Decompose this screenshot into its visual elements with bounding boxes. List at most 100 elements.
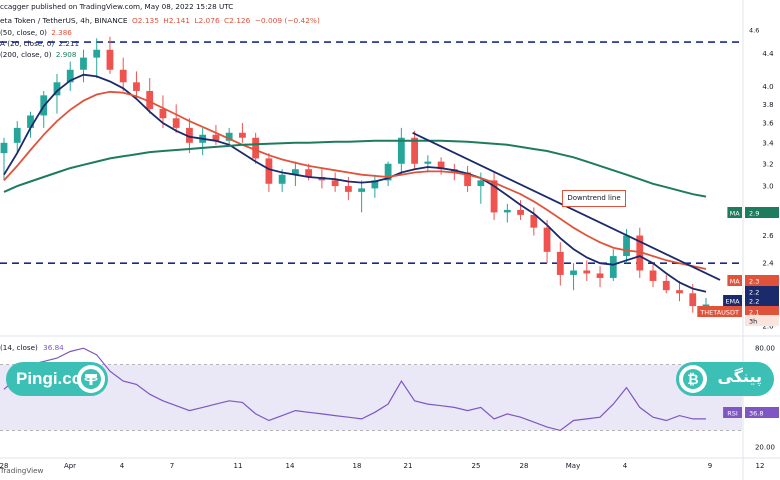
time-tick-label: Apr xyxy=(64,462,76,470)
badge-label: RSI xyxy=(727,410,738,418)
symbol-info: eta Token / TetherUS, 4h, BINANCE O2.135… xyxy=(0,16,320,25)
badge-value-bg xyxy=(745,306,779,317)
candle-body xyxy=(344,186,352,192)
candle-body xyxy=(689,293,697,307)
badge-label: EMA xyxy=(725,298,740,306)
candle-body xyxy=(172,118,180,128)
candle-body xyxy=(649,270,657,281)
time-tick-label: 9 xyxy=(708,462,712,470)
price-axis-badge: RSI 36.8 xyxy=(723,407,779,418)
candle-body xyxy=(27,115,34,128)
time-tick-label: 25 xyxy=(472,462,481,470)
time-tick-label: 14 xyxy=(286,462,295,470)
candle-body xyxy=(596,273,604,278)
indicator-value: 2.908 xyxy=(55,50,77,59)
price-axis-badge: EMA 2.2 xyxy=(723,295,779,306)
badge-value: 2.9 xyxy=(749,210,759,218)
candle-body xyxy=(212,134,220,141)
price-axis-badge: MA 2.3 xyxy=(727,275,779,286)
brand-right-text: پینگی xyxy=(717,367,762,386)
price-axis-badge: MA 2.9 xyxy=(727,207,779,218)
candle-body xyxy=(66,69,74,83)
candle-body xyxy=(80,57,87,70)
candle-body xyxy=(106,49,114,70)
downtrend-annotation: Downtrend line xyxy=(562,190,626,207)
pingi-brand-left[interactable]: Pingi.co xyxy=(6,362,108,396)
time-tick-label: 18 xyxy=(353,462,362,470)
candle-body xyxy=(13,127,21,143)
indicator-label: A (20, close, 0) xyxy=(0,39,55,48)
candle-body xyxy=(239,132,246,138)
badge-value-bg xyxy=(745,407,779,418)
candle-body xyxy=(331,180,339,187)
candle-body xyxy=(119,69,127,83)
candle-body xyxy=(265,158,273,184)
rsi-value: 36.84 xyxy=(43,343,64,352)
candle-body xyxy=(609,256,617,278)
rsi-header: (14, close) 36.84 xyxy=(0,343,64,352)
rsi-tick-label: 20.00 xyxy=(755,443,775,451)
indicator-value: 2.386 xyxy=(51,28,72,37)
candle-body xyxy=(53,82,61,96)
svg-text:₿: ₿ xyxy=(687,372,698,388)
publish-header: ccagger published on TradingView.com, Ma… xyxy=(0,2,234,11)
brand-left-text: Pingi.co xyxy=(16,369,83,388)
candle-body xyxy=(252,137,260,159)
price-axis-badge: THETAUSDT 2.1 xyxy=(697,306,779,317)
candle-body xyxy=(225,132,233,141)
candle-body xyxy=(676,290,683,294)
time-tick-label: 11 xyxy=(234,462,243,470)
price-axis-badge: 4.6 xyxy=(745,24,779,35)
badge-bg xyxy=(745,286,779,297)
badge-value-bg xyxy=(745,295,779,306)
badge-label: MA xyxy=(730,278,741,286)
open-value: O2.135 xyxy=(131,16,159,25)
time-tick-label: 4 xyxy=(623,462,628,470)
candle-body xyxy=(503,209,511,213)
candle-body xyxy=(358,188,366,192)
rsi-band xyxy=(0,364,742,431)
tradingview-watermark: TradingView xyxy=(0,466,44,475)
bitcoin-icon: ₿ xyxy=(679,365,707,393)
indicator-ema20[interactable]: A (20, close, 0) 2.211 xyxy=(0,39,79,48)
candle-body xyxy=(543,227,551,252)
close-value: C2.126 xyxy=(224,16,251,25)
candle-body xyxy=(424,161,432,164)
badge-label: MA xyxy=(730,210,741,218)
candle-body xyxy=(305,169,313,177)
price-tick-label: 2.6 xyxy=(762,232,774,240)
time-tick-label: 4 xyxy=(120,462,125,470)
candle-body xyxy=(517,209,524,215)
candle-body xyxy=(702,304,710,307)
badge-label-bg xyxy=(723,407,742,418)
candle-body xyxy=(411,137,419,164)
indicator-ma200[interactable]: (200, close, 0) 2.908 xyxy=(0,50,76,59)
time-tick-label: 28 xyxy=(0,462,8,470)
time-tick-label: 28 xyxy=(520,462,529,470)
badge-value-bg xyxy=(745,207,779,218)
candle-body xyxy=(636,235,644,271)
price-tick-label: 3.6 xyxy=(762,120,774,128)
price-axis-badge: 2.2 xyxy=(745,286,779,297)
badge-value: 2.1 xyxy=(749,309,759,317)
candle-body xyxy=(0,142,8,154)
rsi-pane xyxy=(0,347,742,432)
badge-value: 2.3 xyxy=(749,278,759,286)
price-tick-label: 4.0 xyxy=(762,83,773,91)
indicator-ma50[interactable]: (50, close, 0) 2.386 xyxy=(0,28,72,37)
price-tick-label: 4.4 xyxy=(762,50,774,58)
candle-body xyxy=(662,280,670,291)
candle-body xyxy=(464,172,471,187)
badge-bg xyxy=(745,24,779,35)
candle-body xyxy=(291,169,299,175)
pingi-brand-right[interactable]: ₿ پینگی xyxy=(676,362,774,396)
indicator-value: 2.211 xyxy=(58,39,80,48)
price-axis-badge: 3h xyxy=(745,315,779,326)
rsi-tick-label: 80.00 xyxy=(755,345,775,353)
badge-label-bg xyxy=(697,306,742,317)
price-tick-label: 3.4 xyxy=(762,139,774,147)
candle-body xyxy=(186,127,193,143)
candle-body xyxy=(570,270,577,275)
time-tick-label: 21 xyxy=(404,462,413,470)
